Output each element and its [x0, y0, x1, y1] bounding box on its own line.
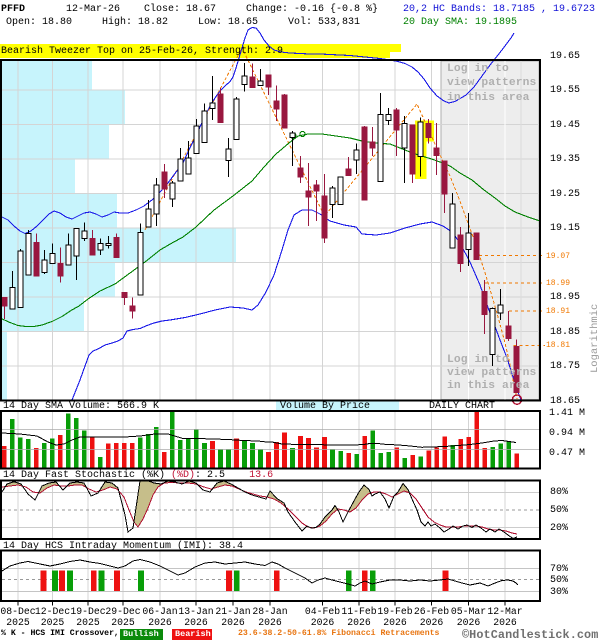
svg-text:Logarithmic: Logarithmic — [589, 304, 600, 373]
